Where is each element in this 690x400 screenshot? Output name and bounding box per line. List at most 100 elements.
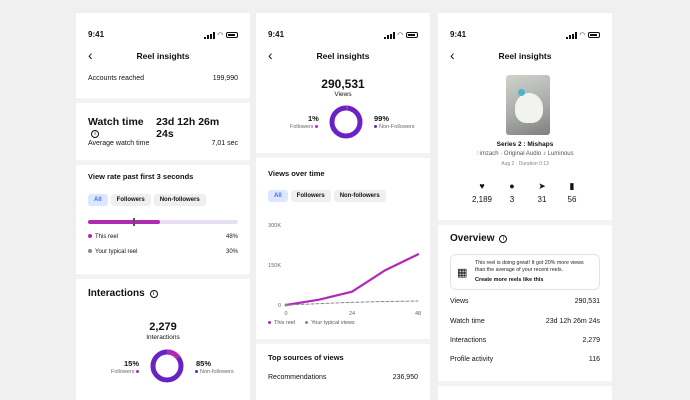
signal-icon [383, 31, 395, 39]
back-icon[interactable]: ‹ [450, 47, 455, 63]
status-bar: 9:41 ◠ [450, 30, 600, 40]
overview-row-watch-time: Watch time 23d 12h 26m 24s [450, 318, 600, 325]
row-value: 290,531 [574, 298, 600, 305]
source-value: 236,950 [392, 374, 418, 381]
legend-value: 30% [225, 249, 238, 255]
typical-reel-marker [133, 218, 135, 226]
insights-icon: ▦ [457, 267, 468, 279]
overview-row-interactions: Interactions 2,279 [450, 337, 600, 344]
share-icon: ➤ [538, 181, 546, 191]
battery-icon [406, 32, 418, 38]
filter-tabs: All Followers Non-followers [88, 194, 209, 206]
nav-bar: ‹ Reel insights [438, 47, 612, 63]
stat-likes: ♥ 2,189 [471, 181, 493, 204]
non-followers-pct: 85% [196, 359, 212, 368]
phone-screen-1: 9:41 ◠ ‹ Reel insights Accounts reached … [76, 13, 250, 400]
filter-followers[interactable]: Followers [290, 190, 331, 202]
donut-followers [150, 349, 184, 383]
views-over-time-title: Views over time [268, 169, 325, 178]
legend-this-reel: This reel 48% [88, 234, 238, 240]
audio-user[interactable]: imzach [479, 151, 499, 157]
accounts-reached-row: Accounts reached 199,990 [88, 75, 238, 82]
views-value: 290,531 [321, 77, 365, 91]
reel-thumbnail[interactable] [506, 75, 550, 135]
heart-icon: ♥ [479, 181, 485, 191]
insight-card[interactable]: ▦ This reel is doing great! It got 20% m… [450, 254, 600, 290]
origin-point [284, 303, 288, 307]
info-icon[interactable]: i [149, 289, 158, 298]
y-tick-label: 300K [268, 223, 281, 229]
interactions-header: Interactions i [88, 288, 158, 299]
legend-value: 48% [225, 234, 238, 240]
legend-typical-reel: Your typical reel 30% [88, 249, 238, 255]
info-icon[interactable]: i [91, 130, 99, 139]
divider [76, 98, 250, 103]
view-rate-title: View rate past first 3 seconds [88, 172, 194, 181]
filter-all[interactable]: All [88, 194, 108, 206]
audio-line: ⫶ imzach · Original Audio ♪ Luminous [476, 151, 574, 157]
status-time: 9:41 [88, 30, 105, 39]
status-bar: 9:41 ◠ [88, 30, 238, 40]
page-title: Reel insights [136, 51, 190, 61]
audio-other[interactable]: Luminous [547, 151, 574, 157]
signal-icon [565, 31, 577, 39]
comment-icon: ● [509, 181, 515, 191]
followers-pct: 15% [124, 359, 140, 368]
row-value: 23d 12h 26m 24s [545, 318, 600, 325]
status-time: 9:41 [450, 30, 467, 39]
views-donut [329, 105, 363, 139]
filter-followers[interactable]: Followers [110, 194, 151, 206]
row-label: Profile activity [450, 356, 494, 363]
overview-header: Overview i [450, 233, 508, 244]
battery-icon [226, 32, 238, 38]
chart-legend: This reel Your typical views [268, 320, 355, 326]
series-line-this-reel [284, 253, 420, 307]
info-icon[interactable]: i [499, 234, 508, 243]
thumbnail-accent [518, 89, 525, 96]
legend-typical-views: Your typical views [305, 320, 355, 326]
stat-shares: ➤ 31 [530, 181, 554, 204]
followers-label: Followers [290, 124, 321, 130]
donut-non-followers [329, 105, 363, 139]
dot-icon [88, 249, 92, 254]
nav-bar: ‹ Reel insights [256, 47, 430, 63]
overview-title: Overview [450, 233, 495, 244]
row-value: 116 [588, 356, 600, 363]
back-icon[interactable]: ‹ [268, 47, 273, 63]
overview-row-profile-activity: Profile activity 116 [450, 356, 600, 363]
signal-icon [203, 31, 215, 39]
interactions-title: Interactions [88, 288, 145, 299]
x-tick-label: 48 [415, 311, 421, 315]
non-followers-label: Non-followers [195, 369, 234, 375]
filter-non-followers[interactable]: Non-followers [333, 190, 386, 202]
back-icon[interactable]: ‹ [88, 47, 93, 63]
view-rate-bar [88, 218, 238, 226]
stats-row: ♥ 2,189 ● 3 ➤ 31 ▮ 56 [438, 181, 612, 209]
row-label: Views [450, 298, 469, 305]
views-label: Views [334, 91, 352, 98]
status-icons: ◠ [565, 31, 600, 39]
filter-non-followers[interactable]: Non-followers [153, 194, 206, 206]
nav-bar: ‹ Reel insights [76, 47, 250, 63]
dot-icon [88, 234, 92, 239]
status-icons: ◠ [203, 31, 238, 39]
audio-icon: ⫶ [476, 151, 478, 157]
avg-watch-label: Average watch time [88, 140, 150, 147]
card-text: This reel is doing great! It got 20% mor… [475, 260, 584, 273]
status-time: 9:41 [268, 30, 285, 39]
wifi-icon: ◠ [579, 32, 585, 39]
x-tick-label: 24 [349, 311, 355, 315]
battery-icon [588, 32, 600, 38]
wifi-icon: ◠ [217, 32, 223, 39]
card-link[interactable]: Create more reels like this [475, 277, 544, 283]
phone-screen-2: 9:41 ◠ ‹ Reel insights 290,531 Views 1% … [256, 13, 430, 400]
top-sources-title: Top sources of views [268, 353, 344, 362]
filter-all[interactable]: All [268, 190, 288, 202]
x-tick-label: 0 [284, 311, 287, 315]
interactions-donut [150, 349, 184, 383]
watch-time-label: Watch time [88, 116, 144, 128]
interactions-value: 2,279 [149, 321, 177, 333]
status-bar: 9:41 ◠ [268, 30, 418, 40]
row-label: Interactions [450, 337, 487, 344]
avg-watch-row: Average watch time 7,01 sec [88, 140, 238, 147]
